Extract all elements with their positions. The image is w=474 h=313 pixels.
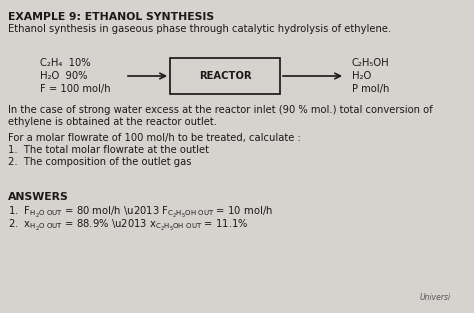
Text: 2.  x$_{\mathregular{H_{2}O\ OUT}}$ = 88.9% \u2013 x$_{\mathregular{C_{2}H_{5}OH: 2. x$_{\mathregular{H_{2}O\ OUT}}$ = 88.… [8, 218, 248, 233]
Text: EXAMPLE 9: ETHANOL SYNTHESIS: EXAMPLE 9: ETHANOL SYNTHESIS [8, 12, 214, 22]
Text: C₂H₄  10%: C₂H₄ 10% [40, 58, 91, 68]
Text: REACTOR: REACTOR [199, 71, 251, 81]
Text: H₂O: H₂O [352, 71, 371, 81]
Text: H₂O  90%: H₂O 90% [40, 71, 88, 81]
Text: Ethanol synthesis in gaseous phase through catalytic hydrolysis of ethylene.: Ethanol synthesis in gaseous phase throu… [8, 24, 391, 34]
FancyBboxPatch shape [170, 58, 280, 94]
Text: ethylene is obtained at the reactor outlet.: ethylene is obtained at the reactor outl… [8, 117, 217, 127]
Text: 1.  F$_{\mathregular{H_{2}O\ OUT}}$ = 80 mol/h \u2013 F$_{\mathregular{C_{2}H_{5: 1. F$_{\mathregular{H_{2}O\ OUT}}$ = 80 … [8, 205, 273, 220]
Text: ANSWERS: ANSWERS [8, 192, 69, 202]
Text: P mol/h: P mol/h [352, 84, 389, 94]
Text: In the case of strong water excess at the reactor inlet (90 % mol.) total conver: In the case of strong water excess at th… [8, 105, 433, 115]
Text: 2.  The composition of the outlet gas: 2. The composition of the outlet gas [8, 157, 191, 167]
Text: C₂H₅OH: C₂H₅OH [352, 58, 390, 68]
Text: F = 100 mol/h: F = 100 mol/h [40, 84, 110, 94]
Text: For a molar flowrate of 100 mol/h to be treated, calculate :: For a molar flowrate of 100 mol/h to be … [8, 133, 301, 143]
Text: 1.  The total molar flowrate at the outlet: 1. The total molar flowrate at the outle… [8, 145, 209, 155]
Text: Universi: Universi [420, 293, 451, 302]
